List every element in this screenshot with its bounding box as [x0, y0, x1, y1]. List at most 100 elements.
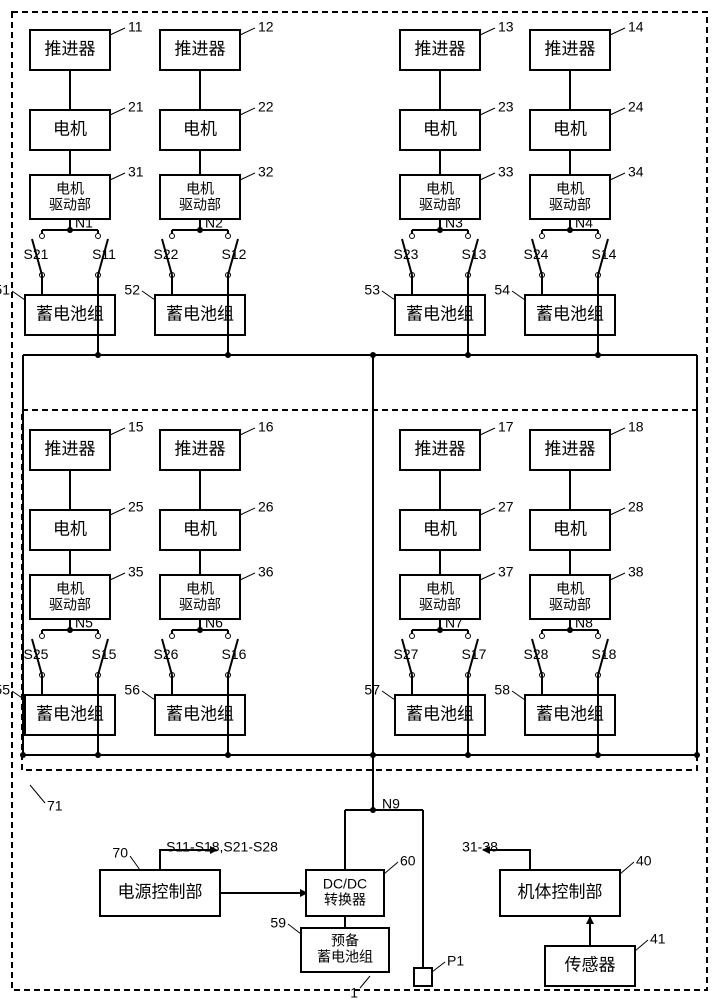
- ref: 14: [628, 19, 644, 35]
- thruster-label: 推进器: [45, 39, 96, 58]
- node-label: N5: [75, 615, 93, 631]
- ref: 31: [128, 164, 144, 180]
- driver-label-1: 电机: [556, 581, 584, 597]
- driver-label-2: 驱动部: [419, 197, 461, 213]
- driver-label-2: 驱动部: [179, 197, 221, 213]
- switch-label: S17: [462, 646, 487, 662]
- ref: 24: [628, 99, 644, 115]
- ref: 56: [124, 682, 140, 698]
- node-label: N3: [445, 215, 463, 231]
- switch-label: S28: [524, 646, 549, 662]
- ref: 54: [494, 282, 510, 298]
- battery-label: 蓄电池组: [406, 704, 474, 723]
- ref: 41: [650, 931, 666, 947]
- driver-label-1: 电机: [426, 181, 454, 197]
- power-control-label: 电源控制部: [118, 882, 203, 901]
- motor-label: 电机: [553, 119, 587, 138]
- battery-label: 蓄电池组: [536, 704, 604, 723]
- block-diagram: 推进器11电机21电机驱动部31N1蓄电池组51S21S11推进器12电机22电…: [0, 0, 719, 1000]
- ref: 70: [112, 845, 128, 861]
- switch-label: S14: [592, 246, 617, 262]
- switch-label: S18: [592, 646, 617, 662]
- motor-label: 电机: [53, 119, 87, 138]
- switch-range: S11-S18,S21-S28: [166, 839, 278, 855]
- ref: 52: [124, 282, 140, 298]
- dcdc-l2: 转换器: [324, 892, 366, 908]
- ref: 53: [364, 282, 380, 298]
- ref: 26: [258, 499, 274, 515]
- body-control-label: 机体控制部: [518, 882, 603, 901]
- ref: 18: [628, 419, 644, 435]
- thruster-label: 推进器: [415, 439, 466, 458]
- reserve-l2: 蓄电池组: [317, 949, 373, 965]
- ref: 27: [498, 499, 514, 515]
- driver-label-2: 驱动部: [49, 597, 91, 613]
- ref: P1: [447, 953, 464, 969]
- switch-label: S26: [154, 646, 179, 662]
- ref: 16: [258, 419, 274, 435]
- node-label: N8: [575, 615, 593, 631]
- thruster-label: 推进器: [175, 439, 226, 458]
- switch-label: S13: [462, 246, 487, 262]
- node-label: N7: [445, 615, 463, 631]
- battery-label: 蓄电池组: [166, 304, 234, 323]
- switch-label: S23: [394, 246, 419, 262]
- node-label: N4: [575, 215, 593, 231]
- battery-label: 蓄电池组: [36, 304, 104, 323]
- ref: 36: [258, 564, 274, 580]
- motor-label: 电机: [183, 519, 217, 538]
- node-label: N6: [205, 615, 223, 631]
- ref: 40: [636, 853, 652, 869]
- ref: 38: [628, 564, 644, 580]
- thruster-label: 推进器: [545, 439, 596, 458]
- dcdc-l1: DC/DC: [323, 876, 367, 892]
- node-label: N1: [75, 215, 93, 231]
- thruster-label: 推进器: [45, 439, 96, 458]
- ref: 35: [128, 564, 144, 580]
- switch-label: S15: [92, 646, 117, 662]
- driver-label-1: 电机: [426, 581, 454, 597]
- node-label: N2: [205, 215, 223, 231]
- driver-label-2: 驱动部: [549, 197, 591, 213]
- driver-label-1: 电机: [56, 581, 84, 597]
- driver-label-2: 驱动部: [419, 597, 461, 613]
- ref: 11: [128, 19, 143, 35]
- switch-label: S27: [394, 646, 419, 662]
- ref: 33: [498, 164, 514, 180]
- ref: 23: [498, 99, 514, 115]
- driver-label-1: 电机: [56, 181, 84, 197]
- motor-label: 电机: [53, 519, 87, 538]
- ref: 13: [498, 19, 514, 35]
- ref: 12: [258, 19, 274, 35]
- battery-label: 蓄电池组: [536, 304, 604, 323]
- switch-label: S24: [524, 246, 549, 262]
- driver-label-2: 驱动部: [549, 597, 591, 613]
- motor-label: 电机: [423, 519, 457, 538]
- driver-label-2: 驱动部: [49, 197, 91, 213]
- ref: 34: [628, 164, 644, 180]
- switch-label: S22: [154, 246, 179, 262]
- ref: 51: [0, 282, 10, 298]
- system-ref: 1: [350, 985, 358, 1000]
- ref: 32: [258, 164, 274, 180]
- ref: 58: [494, 682, 510, 698]
- switch-label: S16: [222, 646, 247, 662]
- ref: 37: [498, 564, 514, 580]
- switch-label: S12: [222, 246, 247, 262]
- ref: 55: [0, 682, 10, 698]
- battery-label: 蓄电池组: [166, 704, 234, 723]
- reserve-l1: 预备: [331, 933, 359, 949]
- thruster-label: 推进器: [175, 39, 226, 58]
- switch-label: S25: [24, 646, 49, 662]
- ref: 60: [400, 853, 416, 869]
- switch-label: S21: [24, 246, 49, 262]
- driver-label-1: 电机: [556, 181, 584, 197]
- motor-label: 电机: [183, 119, 217, 138]
- sensor-label: 传感器: [565, 955, 616, 974]
- ref: 15: [128, 419, 144, 435]
- battery-label: 蓄电池组: [36, 704, 104, 723]
- driver-label-1: 电机: [186, 181, 214, 197]
- motor-label: 电机: [423, 119, 457, 138]
- thruster-label: 推进器: [415, 39, 466, 58]
- ref-71: 71: [47, 798, 63, 814]
